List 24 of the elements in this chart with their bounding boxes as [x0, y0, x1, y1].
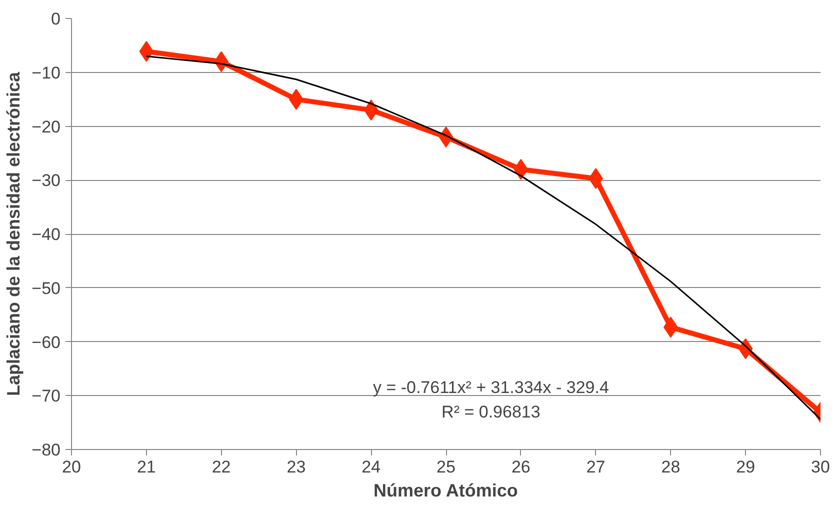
- y-axis-title: Laplaciano de la densidad electrónica: [4, 70, 24, 396]
- y-tick-label: −20: [32, 117, 61, 136]
- x-tick-label: 27: [586, 458, 606, 476]
- x-tick-label: 26: [511, 458, 530, 476]
- y-tick-label: −70: [32, 386, 61, 406]
- y-tick-label: 0: [51, 10, 61, 28]
- y-tick-label: −50: [32, 278, 61, 298]
- y-tick-label: −30: [32, 171, 61, 190]
- x-tick-label: 24: [362, 458, 381, 476]
- y-tick-label: −40: [32, 225, 61, 244]
- x-tick-label: 22: [212, 458, 231, 476]
- y-tick-label: −80: [32, 440, 61, 460]
- y-tick-label: −10: [32, 63, 61, 82]
- annotation: R² = 0.96813: [442, 402, 540, 422]
- x-axis-title: Número Atómico: [373, 480, 518, 500]
- x-tick-label: 23: [286, 458, 306, 476]
- x-tick-label: 28: [661, 458, 680, 476]
- x-tick-label: 30: [811, 458, 830, 476]
- y-tick-label: −60: [32, 332, 61, 352]
- x-tick-label: 29: [736, 458, 756, 476]
- annotation: y = -0.7611x² + 31.334x - 329.4: [372, 378, 609, 398]
- x-tick-label: 20: [62, 458, 81, 476]
- x-tick-label: 25: [436, 458, 456, 476]
- x-tick-label: 21: [136, 458, 156, 476]
